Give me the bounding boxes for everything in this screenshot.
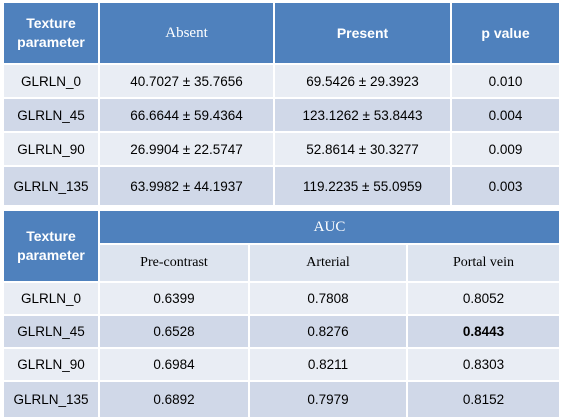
portal-vein-cell: 0.8052 [407,281,559,315]
absent-cell: 26.9904 ± 22.5747 [99,131,275,166]
portal-vein-cell: 0.8303 [407,347,559,381]
table-row: GLRLN_90 26.9904 ± 22.5747 52.8614 ± 30.… [4,131,559,166]
p-value-cell: 0.004 [451,97,559,132]
arterial-cell: 0.8276 [249,314,408,348]
present-header: Present [274,3,452,64]
portal-vein-cell: 0.8443 [407,314,559,348]
p-value-cell: 0.010 [451,63,559,98]
table-row: GLRLN_90 0.6984 0.8211 0.8303 [4,347,559,381]
texture-parameter-header: Texture parameter [4,211,100,282]
arterial-header: Arterial [249,243,408,282]
param-cell: GLRLN_0 [4,281,100,315]
table-row: GLRLN_135 0.6892 0.7979 0.8152 [4,380,559,417]
p-value-header: p value [451,3,559,64]
absent-cell: 66.6644 ± 59.4364 [99,97,275,132]
portal-vein-header: Portal vein [407,243,559,282]
auc-table: Texture parameter AUC Pre-contrast Arter… [4,211,559,417]
param-cell: GLRLN_45 [4,314,100,348]
table-row: GLRLN_0 0.6399 0.7808 0.8052 [4,281,559,315]
p-value-cell: 0.003 [451,165,559,205]
arterial-cell: 0.7979 [249,380,408,417]
header-line2: parameter [17,34,85,50]
pre-contrast-cell: 0.6399 [99,281,250,315]
param-cell: GLRLN_0 [4,63,100,98]
texture-parameter-header: Texture parameter [4,3,100,64]
table-row: GLRLN_135 63.9982 ± 44.1937 119.2235 ± 5… [4,165,559,205]
table-row: GLRLN_45 0.6528 0.8276 0.8443 [4,314,559,348]
table-row: GLRLN_0 40.7027 ± 35.7656 69.5426 ± 29.3… [4,63,559,98]
arterial-cell: 0.8211 [249,347,408,381]
table2-header-row: Texture parameter AUC [4,211,559,282]
param-cell: GLRLN_135 [4,380,100,417]
param-cell: GLRLN_45 [4,97,100,132]
portal-vein-cell: 0.8152 [407,380,559,417]
absent-header: Absent [99,3,275,64]
absent-cell: 40.7027 ± 35.7656 [99,63,275,98]
table-row: GLRLN_45 66.6644 ± 59.4364 123.1262 ± 53… [4,97,559,132]
header-line1: Texture [26,15,76,31]
pre-contrast-header: Pre-contrast [99,243,250,282]
param-cell: GLRLN_90 [4,347,100,381]
arterial-cell: 0.7808 [249,281,408,315]
pre-contrast-cell: 0.6892 [99,380,250,417]
absent-cell: 63.9982 ± 44.1937 [99,165,275,205]
p-value-cell: 0.009 [451,131,559,166]
auc-header: AUC [99,211,559,244]
header-line2: parameter [17,247,85,263]
present-cell: 123.1262 ± 53.8443 [274,97,452,132]
param-cell: GLRLN_90 [4,131,100,166]
pre-contrast-cell: 0.6528 [99,314,250,348]
present-cell: 119.2235 ± 55.0959 [274,165,452,205]
header-line1: Texture [26,228,76,244]
present-cell: 52.8614 ± 30.3277 [274,131,452,166]
table1-header-row: Texture parameter Absent Present p value [4,3,559,64]
present-cell: 69.5426 ± 29.3923 [274,63,452,98]
table2-subheader-row: Pre-contrast Arterial Portal vein [4,243,559,282]
pre-contrast-cell: 0.6984 [99,347,250,381]
param-cell: GLRLN_135 [4,165,100,205]
p-value-table: Texture parameter Absent Present p value… [4,3,559,205]
